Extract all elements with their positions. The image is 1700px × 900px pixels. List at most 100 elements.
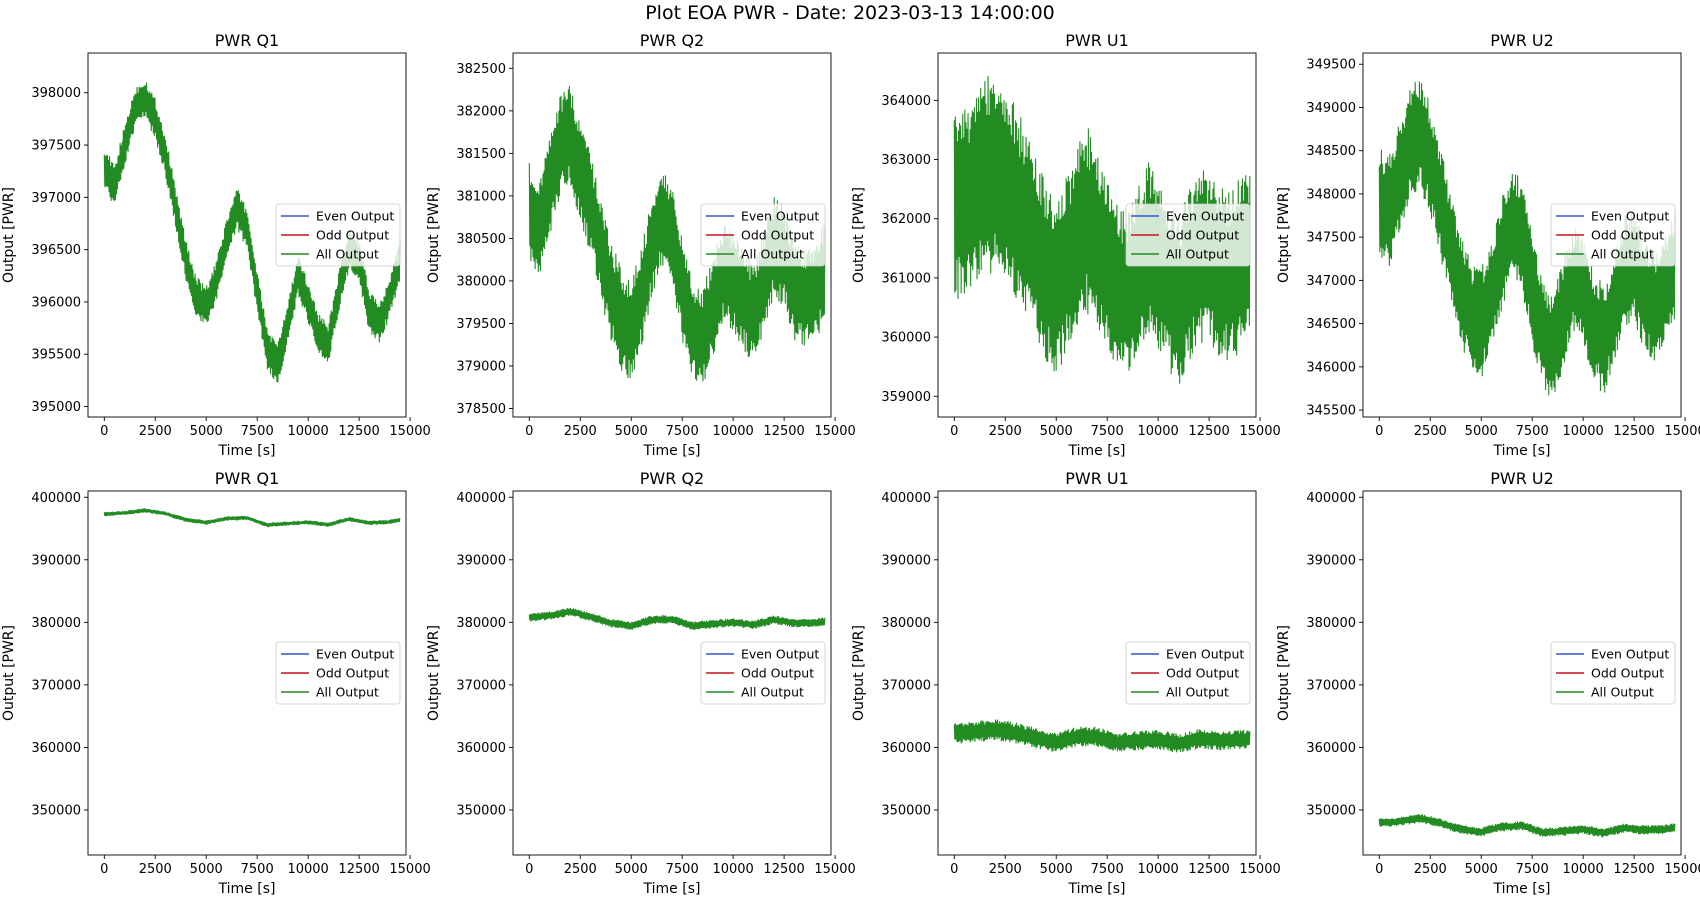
y-tick-label: 350000 <box>881 803 931 818</box>
y-tick-label: 359000 <box>881 390 931 405</box>
legend-box <box>1550 203 1676 267</box>
x-tick-label: 0 <box>525 424 533 439</box>
subplot-8: PWR U2 0 2500 5000 7500 10000 12500 15000 350000… <box>1276 469 1700 897</box>
y-axis-label: Output [PWR] <box>1276 625 1292 721</box>
y-tick-label: 398000 <box>31 86 81 101</box>
legend-entry: Even Output <box>1166 209 1244 224</box>
legend-entry: All Output <box>316 247 379 262</box>
legend-entry: Odd Output <box>316 228 389 243</box>
subplot-7: PWR U1 0 2500 5000 7500 10000 12500 15000 350000… <box>851 469 1281 897</box>
y-tick-label: 360000 <box>881 331 931 346</box>
x-tick-label: 2500 <box>989 862 1022 877</box>
x-tick-label: 15000 <box>389 862 430 877</box>
subplot-5: PWR Q1 0 2500 5000 7500 10000 12500 15000 350000… <box>1 469 431 897</box>
axes-frame <box>937 490 1257 856</box>
y-axis-label: Output [PWR] <box>1 187 17 283</box>
legend-entry: All Output <box>741 685 804 700</box>
x-tick-label: 12500 <box>1188 862 1229 877</box>
x-tick-label: 2500 <box>564 862 597 877</box>
legend-entry: Odd Output <box>741 666 814 681</box>
y-tick-label: 364000 <box>881 94 931 109</box>
legend-entry: All Output <box>316 685 379 700</box>
x-tick-label: 15000 <box>814 424 855 439</box>
y-tick-label: 379500 <box>456 317 506 332</box>
x-tick-label: 5000 <box>1040 424 1073 439</box>
y-tick-label: 380500 <box>456 232 506 247</box>
y-tick-label: 400000 <box>1306 491 1356 506</box>
y-tick-label: 349500 <box>1306 58 1356 73</box>
x-tick-label: 7500 <box>1091 862 1124 877</box>
x-axis-label: Time [s] <box>218 881 276 897</box>
legend-box <box>1125 203 1251 267</box>
x-tick-label: 0 <box>950 862 958 877</box>
y-tick-label: 350000 <box>1306 803 1356 818</box>
all-output-series <box>953 719 1251 753</box>
y-tick-label: 350000 <box>456 803 506 818</box>
y-tick-label: 346500 <box>1306 317 1356 332</box>
y-tick-label: 380000 <box>1306 616 1356 631</box>
subplot-title: PWR Q1 <box>215 31 279 50</box>
x-axis-label: Time [s] <box>643 881 701 897</box>
axes-frame <box>512 52 832 418</box>
x-tick-label: 2500 <box>1414 424 1447 439</box>
y-tick-label: 361000 <box>881 271 931 286</box>
y-axis-label: Output [PWR] <box>426 187 442 283</box>
x-axis-label: Time [s] <box>1493 881 1551 897</box>
y-axis-label: Output [PWR] <box>851 187 867 283</box>
y-tick-label: 396500 <box>31 243 81 258</box>
subplot-title: PWR U1 <box>1065 469 1129 488</box>
legend-entry: Even Output <box>316 647 394 662</box>
legend-box <box>275 641 401 705</box>
x-tick-label: 0 <box>100 424 108 439</box>
legend-box <box>1550 641 1676 705</box>
x-tick-label: 2500 <box>989 424 1022 439</box>
y-tick-label: 380000 <box>456 274 506 289</box>
y-tick-label: 348500 <box>1306 144 1356 159</box>
x-tick-label: 0 <box>950 424 958 439</box>
subplot-1: PWR Q1 0 2500 5000 7500 10000 12500 15000 395000… <box>1 31 431 459</box>
x-tick-label: 12500 <box>338 862 379 877</box>
subplot-title: PWR Q1 <box>215 469 279 488</box>
y-tick-label: 397500 <box>31 139 81 154</box>
axes-frame <box>512 490 832 856</box>
y-tick-label: 360000 <box>31 741 81 756</box>
legend-entry: Even Output <box>1166 647 1244 662</box>
x-tick-label: 10000 <box>712 424 753 439</box>
y-tick-label: 370000 <box>1306 678 1356 693</box>
y-tick-label: 360000 <box>881 741 931 756</box>
x-tick-label: 5000 <box>190 862 223 877</box>
y-tick-label: 380000 <box>881 616 931 631</box>
subplot-title: PWR U1 <box>1065 31 1129 50</box>
y-tick-label: 390000 <box>31 553 81 568</box>
x-tick-label: 10000 <box>1562 424 1603 439</box>
y-tick-label: 382000 <box>456 104 506 119</box>
legend-entry: All Output <box>741 247 804 262</box>
y-tick-label: 390000 <box>456 553 506 568</box>
subplot-title: PWR Q2 <box>640 469 704 488</box>
x-tick-label: 5000 <box>190 424 223 439</box>
x-tick-label: 2500 <box>139 424 172 439</box>
axes-frame <box>937 52 1257 418</box>
x-tick-label: 2500 <box>564 424 597 439</box>
y-tick-label: 378500 <box>456 402 506 417</box>
legend-entry: Odd Output <box>316 666 389 681</box>
x-tick-label: 10000 <box>1137 862 1178 877</box>
x-tick-label: 5000 <box>1040 862 1073 877</box>
x-tick-label: 5000 <box>1465 424 1498 439</box>
x-tick-label: 15000 <box>389 424 430 439</box>
x-tick-label: 10000 <box>1137 424 1178 439</box>
legend-entry: Odd Output <box>1166 666 1239 681</box>
y-tick-label: 400000 <box>456 491 506 506</box>
x-tick-label: 12500 <box>763 424 804 439</box>
x-tick-label: 12500 <box>1613 424 1654 439</box>
subplot-2: PWR Q2 0 2500 5000 7500 10000 12500 15000 378500… <box>426 31 856 459</box>
y-axis-label: Output [PWR] <box>426 625 442 721</box>
x-tick-label: 12500 <box>1188 424 1229 439</box>
x-tick-label: 7500 <box>241 862 274 877</box>
y-tick-label: 347000 <box>1306 274 1356 289</box>
y-tick-label: 381500 <box>456 147 506 162</box>
x-tick-label: 10000 <box>712 862 753 877</box>
legend-box <box>275 203 401 267</box>
y-tick-label: 349000 <box>1306 101 1356 116</box>
